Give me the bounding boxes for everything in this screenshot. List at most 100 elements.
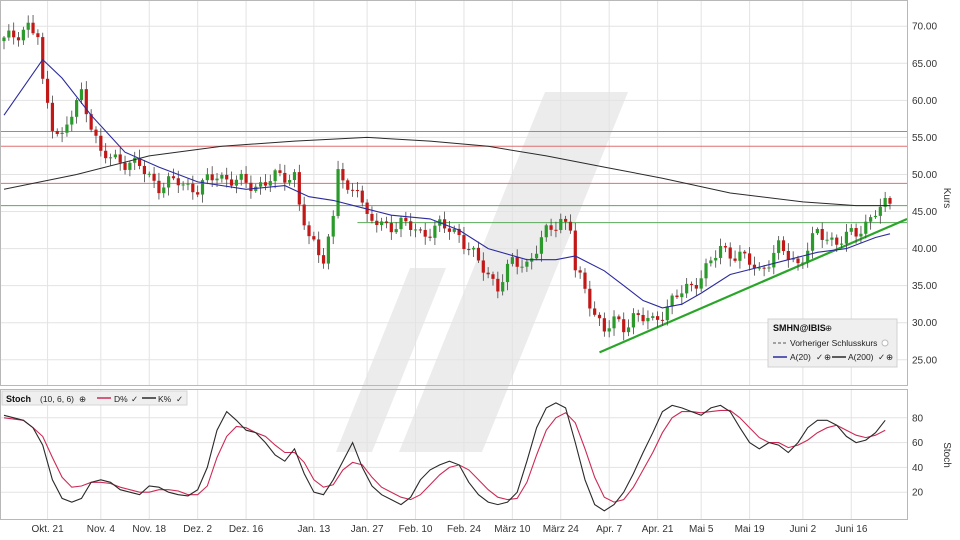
candle-body [447, 228, 452, 232]
stoch-k-line [3, 402, 886, 512]
candle-body [409, 221, 413, 231]
candle-body [554, 229, 558, 231]
candle-body [534, 253, 539, 259]
date-tick-label: Juni 2 [790, 524, 817, 535]
info-icon[interactable]: ⊕ [825, 323, 832, 333]
stoch-grid [1, 390, 907, 519]
candle-body [288, 180, 292, 183]
candle-body [733, 258, 737, 261]
date-tick-label: Mai 5 [689, 524, 714, 535]
candle-body [835, 237, 839, 245]
toggle-icon[interactable] [881, 339, 889, 347]
date-tick-label: Juni 16 [835, 524, 868, 535]
candlesticks [2, 14, 892, 341]
candle-body [336, 169, 340, 216]
candle-body [694, 284, 698, 289]
candle-body [186, 183, 190, 185]
candle-body [181, 184, 185, 186]
main-legend[interactable]: SMHN@IBIS ⊕ Vorheriger Schlusskurs A(20)… [767, 318, 898, 368]
candle-body [413, 229, 418, 231]
candle-body [50, 102, 55, 131]
date-tick-label: Dez. 16 [229, 524, 264, 535]
candle-body [854, 228, 858, 237]
date-tick-label: Feb. 24 [447, 524, 481, 535]
candle-body [844, 231, 849, 244]
date-tick-label: Apr. 21 [642, 524, 674, 535]
candle-body [549, 225, 553, 230]
candle-body [462, 235, 466, 250]
candle-body [196, 192, 200, 195]
check-icon[interactable]: ✓ [816, 352, 823, 362]
candle-body [699, 278, 703, 289]
price-tick-label: 25.00 [912, 355, 937, 366]
candle-body [510, 257, 514, 264]
check-icon[interactable]: ✓ [131, 394, 138, 404]
candle-body [457, 228, 461, 236]
candle-body [660, 319, 665, 321]
candle-body [597, 314, 602, 319]
price-tick-label: 55.00 [912, 133, 937, 144]
candle-body [307, 225, 311, 237]
stoch-panel-frame [0, 389, 908, 520]
check-icon[interactable]: ✓ [878, 352, 885, 362]
date-tick-label: Dez. 2 [183, 524, 212, 535]
candle-body [670, 295, 674, 307]
legend-ma20: A(20) [790, 352, 811, 362]
candle-body [283, 172, 287, 183]
ma20-line [3, 58, 891, 309]
candle-body [476, 247, 481, 261]
stoch-d-line [3, 409, 886, 503]
candle-body [423, 229, 427, 237]
candle-body [501, 282, 505, 292]
candle-body [215, 178, 219, 181]
candle-body [709, 260, 713, 264]
candle-body [481, 260, 485, 273]
candle-body [806, 250, 810, 263]
candle-body [525, 261, 529, 267]
candle-body [7, 30, 11, 38]
candle-body [452, 228, 456, 232]
candle-body [99, 135, 103, 151]
stoch-axis: 20 40 60 80 [912, 413, 924, 498]
candle-body [646, 317, 650, 322]
candle-body [147, 173, 151, 175]
candle-body [849, 228, 853, 232]
candle-body [45, 78, 50, 103]
candle-body [292, 172, 297, 181]
candle-body [433, 225, 437, 238]
candle-body [297, 172, 301, 205]
date-tick-label: März 24 [543, 524, 580, 535]
candle-body [389, 223, 393, 233]
stoch-legend-params: (10, 6, 6) [40, 394, 74, 404]
candle-body [777, 240, 781, 253]
candle-body [355, 190, 360, 192]
stoch-tick-label: 40 [912, 463, 924, 474]
candle-body [878, 206, 882, 216]
check-icon[interactable]: ✓ [176, 394, 183, 404]
candle-body [108, 157, 113, 159]
stoch-legend[interactable]: Stoch (10, 6, 6) ⊕ D% ✓ K% ✓ [1, 390, 188, 406]
date-tick-label: Mai 19 [735, 524, 765, 535]
candle-body [205, 174, 209, 181]
settings-icon[interactable]: ⊕ [79, 394, 86, 404]
price-tick-label: 50.00 [912, 170, 937, 181]
candle-body [442, 219, 447, 229]
price-tick-label: 65.00 [912, 59, 937, 70]
candle-body [607, 328, 611, 332]
candle-body [738, 251, 742, 261]
settings-icon[interactable]: ⊕ [824, 352, 831, 362]
stoch-tick-label: 20 [912, 488, 924, 499]
candle-body [602, 318, 606, 332]
settings-icon[interactable]: ⊕ [886, 352, 893, 362]
candle-body [404, 217, 408, 222]
candle-body [631, 313, 635, 328]
candle-body [142, 165, 147, 175]
candle-body [79, 89, 84, 101]
date-tick-label: Jan. 27 [351, 524, 384, 535]
candle-body [346, 180, 350, 190]
candle-body [229, 179, 234, 186]
candle-body [220, 174, 224, 179]
candle-body [428, 236, 432, 238]
date-tick-label: März 10 [494, 524, 531, 535]
candle-body [496, 278, 500, 292]
